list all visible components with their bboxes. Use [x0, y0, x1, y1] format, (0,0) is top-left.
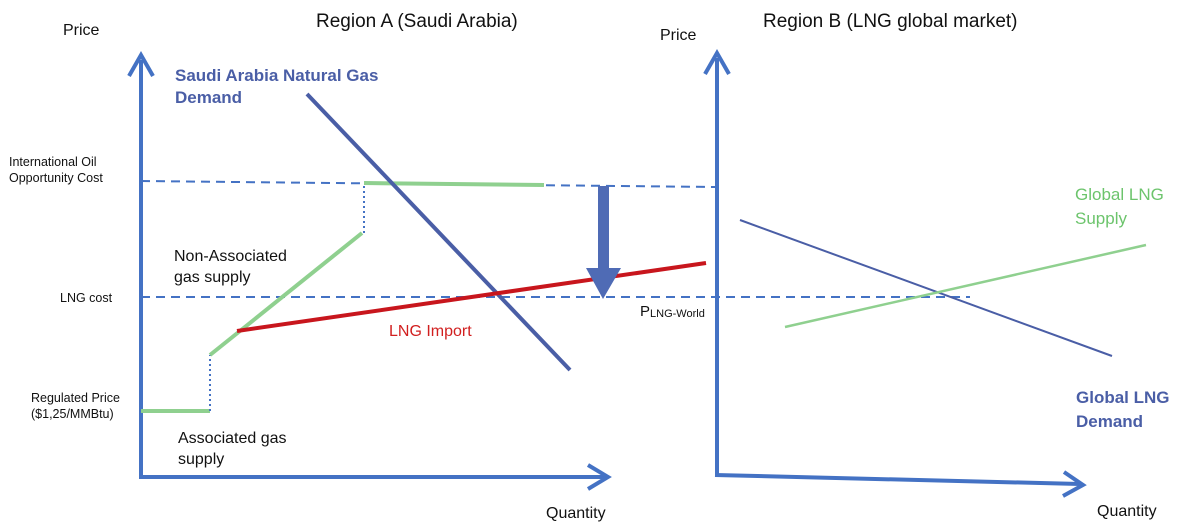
p-lng-world-label: PLNG-World: [640, 303, 705, 320]
region-a-y-axis-label: Price: [63, 22, 100, 39]
associated-supply-label: Associated gas supply: [178, 430, 287, 468]
saudi-demand-curve: [305, 92, 572, 372]
region-b-y-arrowhead: [703, 48, 731, 75]
global-lng-demand-label: Global LNG Demand: [1076, 388, 1170, 431]
region-a-title: Region A (Saudi Arabia): [316, 11, 518, 32]
lng-import-label: LNG Import: [389, 323, 472, 340]
region-a-y-arrowhead: [127, 50, 155, 77]
regulated-price-label: Regulated Price ($1,25/MMBtu): [31, 391, 120, 421]
region-a-axes: [127, 50, 612, 491]
p-lng-world-main: P: [640, 303, 651, 320]
global-lng-demand-curve: [739, 219, 1113, 357]
oil-opportunity-cost-label: International Oil Opportunity Cost: [9, 155, 103, 185]
region-b-x-axis-label: Quantity: [1097, 503, 1157, 520]
global-lng-supply-curve: [784, 243, 1147, 329]
lng-cost-label: LNG cost: [60, 291, 113, 305]
lng-import-line: [236, 261, 707, 333]
region-a-x-axis-label: Quantity: [546, 505, 606, 522]
saudi-demand-label: Saudi Arabia Natural Gas Demand: [175, 66, 379, 107]
non-associated-supply-label: Non-Associated gas supply: [174, 248, 287, 286]
region-a-x-arrowhead: [586, 463, 612, 491]
price-drop-arrow: [586, 186, 621, 299]
non-associated-supply-segment: [208, 231, 364, 357]
region-b-axes: [703, 48, 1087, 498]
region-b-y-axis-label: Price: [660, 27, 697, 44]
region-b-title: Region B (LNG global market): [763, 11, 1018, 32]
region-b-x-axis: [714, 473, 1081, 486]
p-lng-world-sub: LNG-World: [650, 308, 705, 320]
global-lng-supply-label: Global LNG Supply: [1075, 185, 1164, 228]
region-b-x-arrowhead: [1062, 470, 1087, 498]
